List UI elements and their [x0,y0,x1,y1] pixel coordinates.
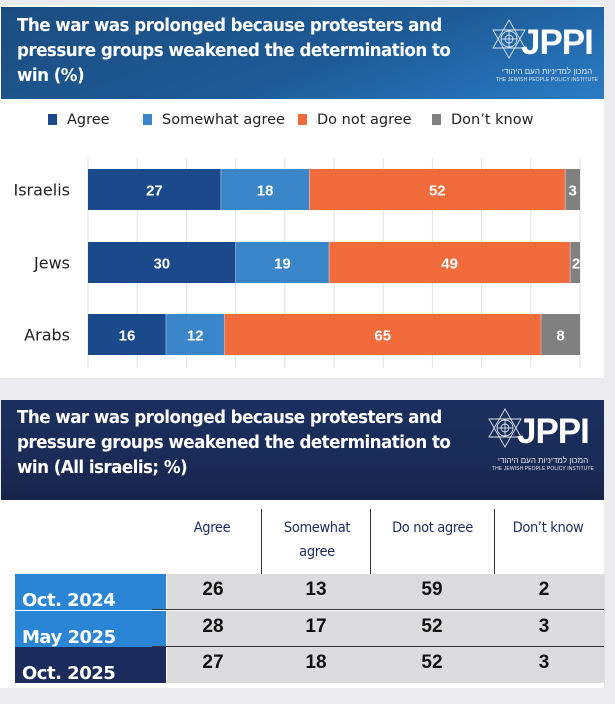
legend-item-agree: Agree [48,112,110,128]
table-row: Oct. 2024 26 13 59 2 [15,574,605,611]
legend-swatch [48,114,57,125]
row-divider [152,646,604,647]
data-label: 16 [119,328,136,345]
results-table: Agree Somewhat agree Do not agree Don’t … [0,500,605,688]
data-label: 3 [568,183,576,200]
data-label: 49 [441,256,458,273]
table-title: The war was prolonged because protesters… [17,407,451,478]
cell-do-not-agree: 59 [421,579,443,600]
data-label: 8 [556,328,564,345]
star-of-david-icon [492,19,526,59]
logo-hebrew-text: המכון למדיניות העם היהודי [497,456,589,465]
cell-agree: 28 [202,616,224,637]
chart-title: The war was prolonged because protesters… [17,15,451,86]
data-label: 52 [429,183,446,200]
cell-somewhat-agree: 18 [305,652,327,673]
data-label: 19 [274,256,291,273]
row-values [167,574,605,610]
bar-segment-agree [88,169,221,210]
bar-segment-somewhat-agree [220,169,310,210]
bar-segment-somewhat-agree [235,242,330,283]
legend-item-somewhat-agree: Somewhat agree [143,112,285,128]
column-header-dont-know: Don’t know [512,520,584,536]
column-divider [261,509,262,581]
bar-segment-somewhat-agree [165,314,225,355]
column-header-somewhat-agree: Somewhat agree [283,520,351,560]
data-label: 18 [257,183,274,200]
cell-dont-know: 2 [538,579,550,600]
data-label: 27 [146,183,163,200]
table-header: The war was prolonged because protesters… [1,400,604,500]
bar-segment-agree [88,314,166,355]
category-label: Israelis [13,181,70,200]
category-label: Jews [33,254,70,273]
category-label: Arabs [24,326,70,345]
row-label: May 2025 [22,627,116,648]
column-divider [370,509,371,581]
legend-item-do-not-agree: Do not agree [298,112,412,128]
row-label: Oct. 2025 [22,663,116,684]
data-label: 12 [187,328,204,345]
bar-segment-agree [88,242,236,283]
cell-somewhat-agree: 13 [305,579,327,600]
legend-label: Don’t know [451,112,534,128]
table-row: May 2025 28 17 52 3 [15,611,605,648]
logo-wordmark: JPPI [521,23,594,62]
bar-segment-do-not-agree [309,169,566,210]
table-row: Oct. 2025 27 18 52 3 [15,647,605,684]
star-of-david-icon [488,408,522,448]
row-label-cell: Oct. 2025 [15,647,166,684]
logo-english-text: THE JEWISH PEOPLE POLICY INSTITUTE [496,77,598,83]
row-label: Oct. 2024 [22,590,116,611]
bar-segment-do-not-agree [329,242,571,283]
row-values [167,611,605,647]
legend-label: Do not agree [317,112,412,128]
jppi-logo: JPPI המכון למדיניות העם היהודי THE JEWIS… [489,17,599,87]
bar-segment-do-not-agree [224,314,542,355]
legend-swatch [143,114,152,125]
logo-english-text: THE JEWISH PEOPLE POLICY INSTITUTE [492,466,594,472]
cell-do-not-agree: 52 [421,616,443,637]
data-label: 30 [153,256,170,273]
legend-item-dont-know: Don’t know [432,112,533,128]
cell-dont-know: 3 [538,616,550,637]
row-divider [152,609,604,610]
cell-agree: 27 [202,652,224,673]
logo-wordmark: JPPI [517,412,590,451]
column-divider [494,509,495,581]
legend-swatch [432,114,441,125]
stacked-bar-chart: Israelis 27 18 52 3 Jews 30 19 49 2 Arabs 16 12 65 8 [13,158,581,368]
data-label: 2 [572,256,580,273]
row-values [167,647,605,683]
legend-swatch [298,114,307,125]
bar-segment-don-t-know [565,169,580,210]
cell-somewhat-agree: 17 [305,616,327,637]
row-label-cell: Oct. 2024 [15,574,166,611]
cell-agree: 26 [202,579,224,600]
chart-header: The war was prolonged because protesters… [1,7,604,99]
bar-segment-don-t-know [541,314,580,355]
column-header-agree: Agree [193,520,231,536]
row-label-cell: May 2025 [15,611,166,648]
logo-hebrew-text: המכון למדיניות העם היהודי [501,67,593,76]
column-header-do-not-agree: Do not agree [392,520,473,536]
data-label: 65 [374,328,391,345]
legend-label: Agree [67,112,110,128]
bar-segment-don-t-know [570,242,580,283]
jppi-logo: JPPI המכון למדיניות העם היהודי THE JEWIS… [485,406,595,476]
cell-dont-know: 3 [538,652,550,673]
cell-do-not-agree: 52 [421,652,443,673]
legend-label: Somewhat agree [162,112,285,128]
